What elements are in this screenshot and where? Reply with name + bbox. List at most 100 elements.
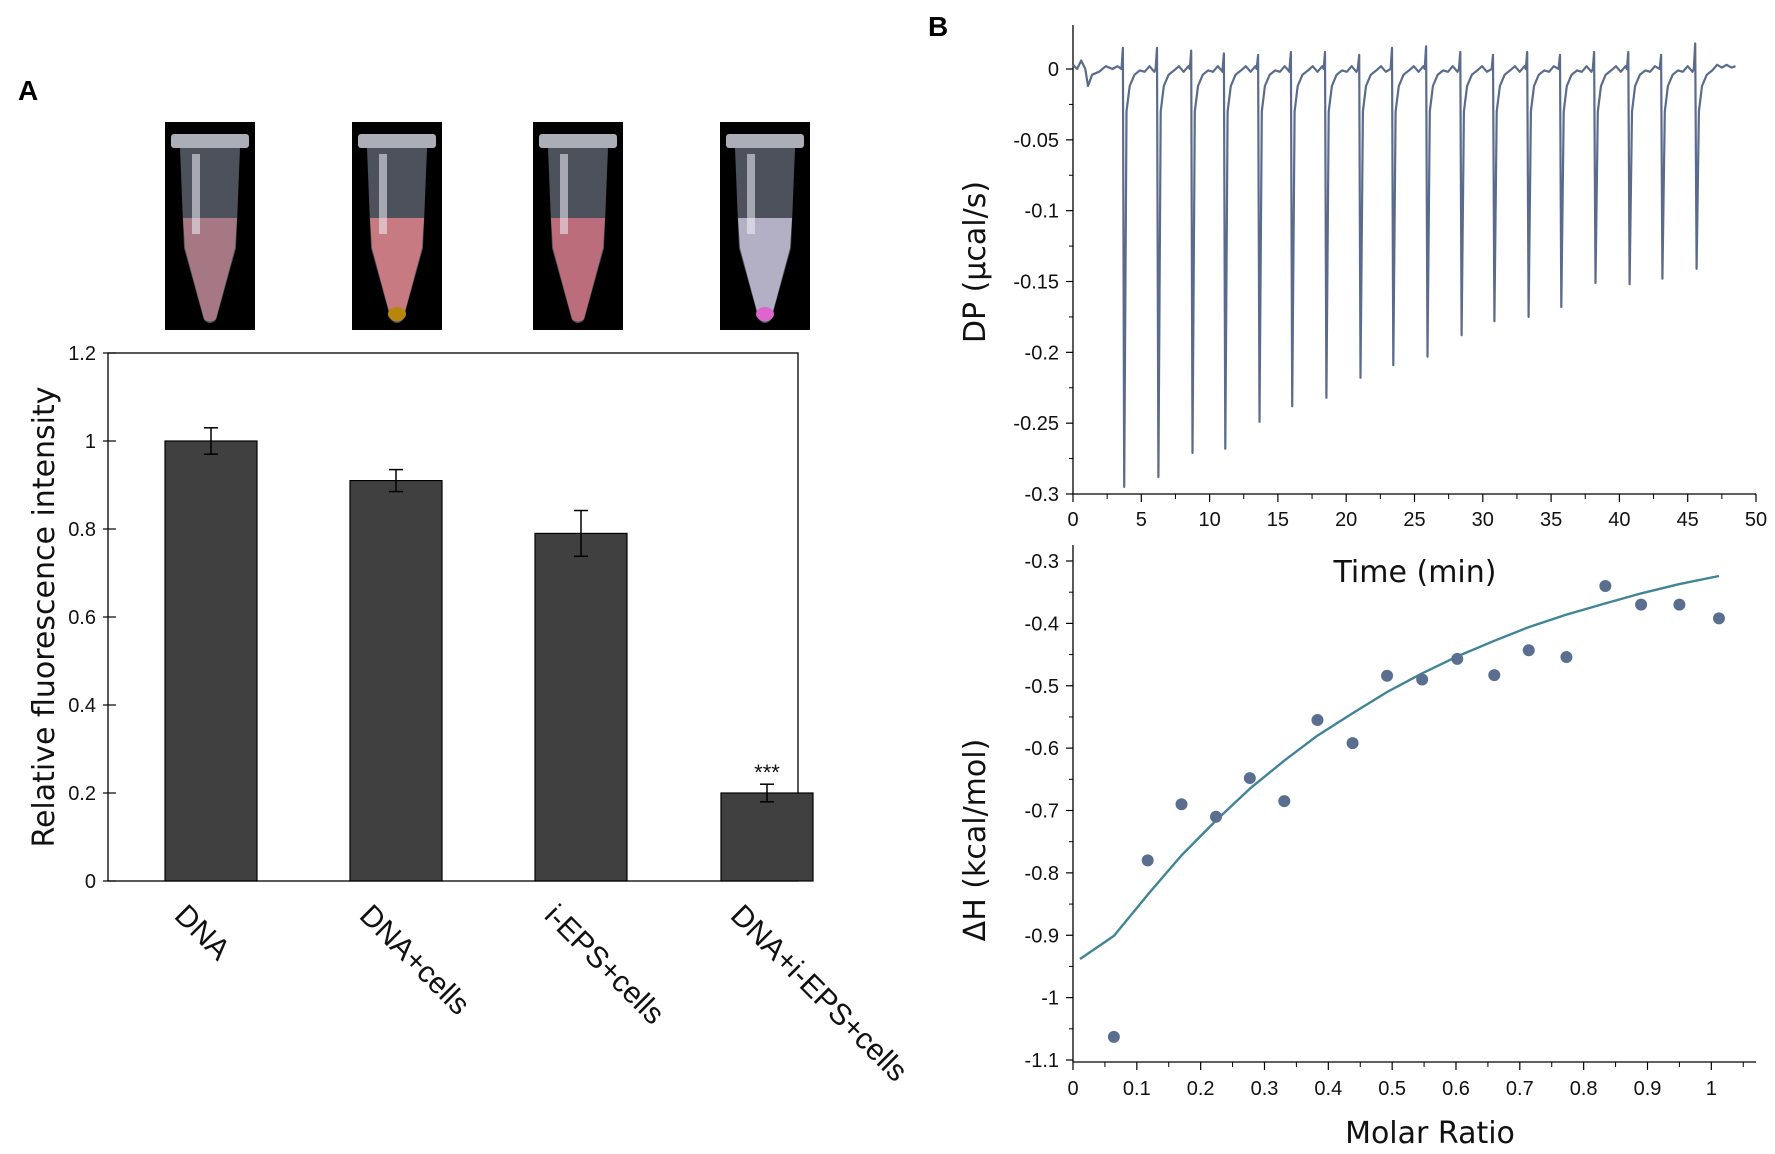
x-tick-label: 0.4	[1314, 1078, 1342, 1100]
x-tick-label: 0.6	[1442, 1078, 1470, 1100]
data-point	[1522, 644, 1535, 657]
category-label: DNA+cells	[353, 899, 476, 1022]
tube-pellet	[388, 307, 406, 321]
tube-highlight	[747, 154, 755, 234]
bar-i-EPS+cells	[534, 532, 628, 882]
category-label: DNA+i-EPS+cells	[724, 899, 914, 1089]
significance-marker: ***	[754, 760, 780, 785]
bar-DNA+i-EPS+cells	[720, 792, 814, 882]
y-tick-label: -0.2	[1025, 342, 1059, 364]
panel-b-top-x-axis-title: Time (min)	[1333, 555, 1497, 590]
y-tick-label: -0.5	[1025, 676, 1059, 698]
tube-rim	[539, 134, 617, 148]
x-tick-label: 25	[1403, 509, 1425, 531]
y-tick-label: 0.8	[68, 519, 96, 541]
panel-b-label: B	[928, 11, 948, 42]
tube-rim	[171, 134, 249, 148]
data-point	[1451, 652, 1464, 665]
tube-highlight	[379, 154, 387, 234]
panel-a-y-axis-title: Relative fluorescence intensity	[27, 386, 62, 847]
y-tick-label: 1.2	[68, 343, 96, 365]
data-point	[1107, 1030, 1120, 1043]
data-point	[1599, 579, 1612, 592]
x-tick-label: 0.7	[1506, 1078, 1534, 1100]
data-point	[1175, 798, 1188, 811]
tube-photo-3	[533, 122, 623, 330]
x-tick-label: 20	[1335, 509, 1357, 531]
data-point	[1141, 854, 1154, 867]
y-tick-label: -0.3	[1025, 484, 1059, 506]
x-tick-label: 30	[1472, 509, 1494, 531]
x-tick-label: 50	[1745, 509, 1767, 531]
y-tick-label: -1.1	[1025, 1050, 1059, 1072]
y-tick-label: -0.15	[1013, 272, 1059, 294]
x-tick-label: 0	[1067, 509, 1078, 531]
x-tick-label: 0.1	[1123, 1078, 1151, 1100]
data-point	[1416, 673, 1429, 686]
y-tick-label: -0.05	[1013, 130, 1059, 152]
y-tick-label: 0.4	[68, 695, 96, 717]
bar-DNA	[164, 440, 258, 882]
y-tick-label: -0.9	[1025, 925, 1059, 947]
x-tick-label: 5	[1136, 509, 1147, 531]
tube-photos	[165, 122, 810, 330]
y-tick-label: -0.3	[1025, 551, 1059, 573]
data-point	[1560, 651, 1573, 664]
panel-a-bar-chart: 0 0.2 0.4 0.6 0.8 1 1.2 DNA DNA+cells i-EPS+cells…	[68, 343, 913, 1088]
y-tick-label: -1	[1041, 988, 1059, 1010]
data-point	[1673, 598, 1686, 611]
y-tick-label: -0.1	[1025, 201, 1059, 223]
tube-highlight	[560, 154, 568, 234]
x-tick-label: 0	[1067, 1078, 1078, 1100]
thermogram-trace	[1072, 42, 1736, 488]
panel-b-binding-isotherm: -0.3 -0.4 -0.5 -0.6 -0.7 -0.8 -0.9 -1 -1.1 0 0.1 0.…	[1025, 545, 1756, 1100]
x-tick-label: 0.9	[1634, 1078, 1662, 1100]
tube-highlight	[192, 154, 200, 234]
x-tick-label: 0.5	[1378, 1078, 1406, 1100]
data-point	[1346, 737, 1359, 750]
data-point	[1209, 810, 1222, 823]
panel-b-top-y-axis-title: DP (μcal/s)	[958, 181, 993, 343]
y-tick-label: -0.8	[1025, 863, 1059, 885]
y-tick-label: -0.6	[1025, 738, 1059, 760]
tube-photo-2	[352, 122, 442, 330]
tube-photo-1	[165, 122, 255, 330]
bar-DNA+cells	[349, 480, 443, 882]
y-tick-label: 0.2	[68, 783, 96, 805]
tube-rim	[358, 134, 436, 148]
y-tick-label: 0.6	[68, 607, 96, 629]
tube-liquid	[551, 218, 605, 322]
tube-liquid	[738, 218, 792, 322]
tube-rim	[726, 134, 804, 148]
x-tick-label: 40	[1608, 509, 1630, 531]
y-tick-label: -0.25	[1013, 413, 1059, 435]
data-point	[1635, 598, 1648, 611]
x-tick-label: 10	[1198, 509, 1220, 531]
category-label: i-EPS+cells	[538, 899, 670, 1031]
tube-liquid	[183, 218, 237, 322]
data-point	[1381, 669, 1394, 682]
tube-photo-4	[720, 122, 810, 330]
tube-pellet	[756, 307, 774, 321]
y-tick-label: -0.4	[1025, 613, 1059, 635]
data-point	[1278, 795, 1291, 808]
y-tick-label: 1	[85, 431, 96, 453]
data-point	[1712, 612, 1725, 625]
panel-b-bottom-y-axis-title: ΔH (kcal/mol)	[958, 739, 993, 942]
panel-b-thermogram: 0 -0.05 -0.1 -0.15 -0.2 -0.25 -0.3 0 5 10 15 20 25 30…	[1013, 25, 1767, 531]
panel-a-label: A	[18, 75, 38, 106]
y-tick-label: 0	[1048, 59, 1059, 81]
panel-b-bottom-x-axis-title: Molar Ratio	[1345, 1116, 1515, 1151]
tube-liquid	[370, 218, 424, 322]
data-point	[1243, 772, 1256, 785]
y-tick-label: -0.7	[1025, 801, 1059, 823]
category-label: DNA	[168, 899, 236, 967]
fit-curve	[1079, 574, 1720, 960]
data-point	[1488, 669, 1501, 682]
x-tick-label: 15	[1267, 509, 1289, 531]
x-tick-label: 1	[1706, 1078, 1717, 1100]
data-point	[1311, 714, 1324, 727]
x-tick-label: 0.3	[1251, 1078, 1279, 1100]
